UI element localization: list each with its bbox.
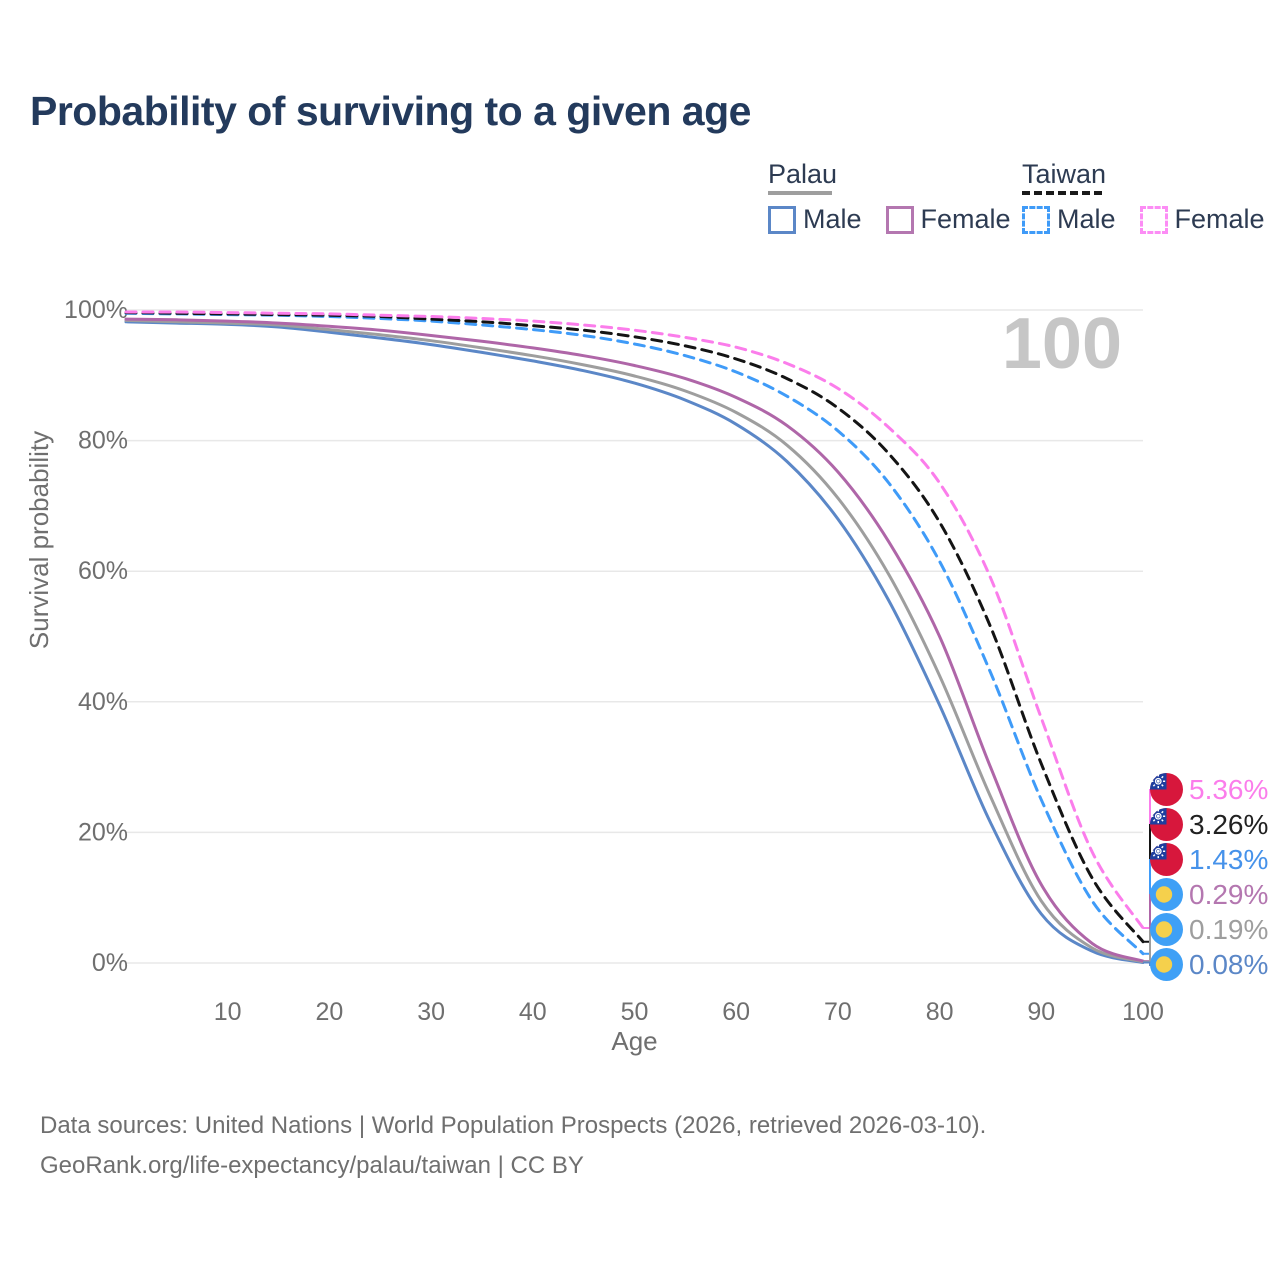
footer: Data sources: United Nations | World Pop… xyxy=(40,1106,986,1186)
legend-item-palau-female[interactable]: Female xyxy=(885,204,1011,235)
curve-taiwan_male xyxy=(124,311,1145,956)
end-label-palau_female: 0.29% xyxy=(1150,878,1268,911)
end-label-value: 0.29% xyxy=(1189,878,1269,910)
legend-underline-taiwan xyxy=(1022,191,1102,195)
legend-group-title-taiwan: Taiwan xyxy=(1022,159,1107,189)
palau-flag-icon xyxy=(1150,878,1183,911)
end-label-palau_male: 0.08% xyxy=(1150,948,1268,981)
palau-flag-icon xyxy=(1150,948,1183,981)
page-title: Probability of surviving to a given age xyxy=(30,88,751,134)
legend-item-taiwan-female[interactable]: Female xyxy=(1139,204,1265,235)
legend-swatch-palau-female xyxy=(885,205,914,234)
end-label-value: 0.19% xyxy=(1189,913,1269,945)
legend-item-taiwan-male[interactable]: Male xyxy=(1022,204,1116,235)
x-axis-title: Age xyxy=(611,1026,657,1056)
end-label-value: 0.08% xyxy=(1189,948,1269,980)
curve-palau_female xyxy=(124,317,1145,963)
y-tick-label: 40% xyxy=(78,688,128,716)
hover-age-watermark: 100 xyxy=(1002,304,1122,384)
x-tick-label: 60 xyxy=(722,998,750,1026)
x-tick-label: 10 xyxy=(214,998,242,1026)
end-label-palau_total: 0.19% xyxy=(1150,913,1268,946)
x-tick-label: 30 xyxy=(417,998,445,1026)
legend-swatch-taiwan-male xyxy=(1022,205,1050,234)
end-label-taiwan_total: 3.26% xyxy=(1150,808,1268,841)
footer-sources: Data sources: United Nations | World Pop… xyxy=(40,1112,987,1139)
legend: Palau Male Female Taiwan Male xyxy=(0,160,1280,240)
legend-swatch-taiwan-female xyxy=(1139,205,1168,234)
y-tick-label: 80% xyxy=(78,427,128,455)
y-tick-label: 100% xyxy=(64,296,128,324)
x-tick-label: 70 xyxy=(824,998,852,1026)
curve-palau_total xyxy=(124,318,1145,964)
end-label-value: 1.43% xyxy=(1189,843,1269,875)
legend-label-taiwan-female: Female xyxy=(1174,204,1265,234)
curve-palau_male xyxy=(124,320,1145,964)
taiwan-flag-icon xyxy=(1150,773,1183,806)
legend-group-title-palau: Palau xyxy=(768,159,838,189)
legend-label-palau-female: Female xyxy=(920,204,1011,234)
legend-underline-palau xyxy=(768,191,832,195)
x-tick-label: 40 xyxy=(519,998,547,1026)
end-label-taiwan_female: 5.36% xyxy=(1150,773,1268,806)
taiwan-flag-icon xyxy=(1150,843,1183,876)
legend-label-taiwan-male: Male xyxy=(1057,204,1116,234)
legend-item-palau-male[interactable]: Male xyxy=(768,204,862,235)
footer-link: GeoRank.org/life-expectancy/palau/taiwan… xyxy=(40,1152,584,1179)
curve-taiwan_total xyxy=(124,311,1145,944)
x-tick-label: 80 xyxy=(926,998,954,1026)
x-tick-label: 90 xyxy=(1027,998,1055,1026)
legend-group-palau: Palau Male Female xyxy=(768,160,1011,235)
taiwan-flag-icon xyxy=(1150,808,1183,841)
x-tick-label: 50 xyxy=(621,998,649,1026)
y-axis-title: Survival probability xyxy=(24,431,54,649)
end-label-value: 3.26% xyxy=(1189,808,1269,840)
x-tick-label: 100 xyxy=(1122,998,1164,1026)
end-label-taiwan_male: 1.43% xyxy=(1150,843,1268,876)
y-tick-label: 20% xyxy=(78,818,128,846)
y-tick-label: 60% xyxy=(78,557,128,585)
palau-flag-icon xyxy=(1150,913,1183,946)
legend-label-palau-male: Male xyxy=(803,204,862,234)
legend-swatch-palau-male xyxy=(768,205,796,234)
legend-group-taiwan: Taiwan Male Female xyxy=(1022,160,1265,235)
x-tick-label: 20 xyxy=(315,998,343,1026)
curve-taiwan_female xyxy=(124,310,1145,930)
end-label-value: 5.36% xyxy=(1189,773,1269,805)
y-tick-label: 0% xyxy=(92,949,128,977)
